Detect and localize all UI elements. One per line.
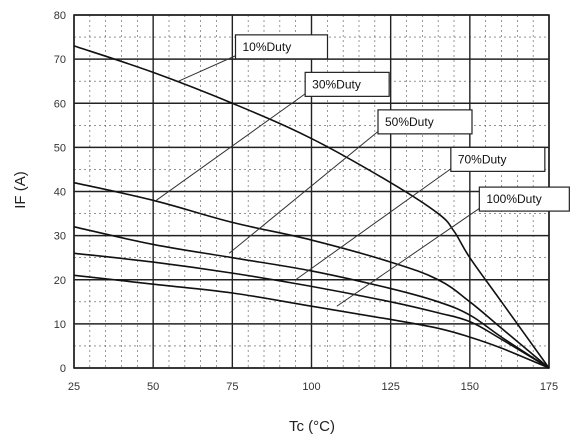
series-line-3	[73, 226, 550, 369]
y-axis-title: IF (A)	[12, 171, 29, 209]
callout-leader-line	[336, 206, 482, 307]
x-tick-label: 25	[68, 381, 80, 393]
legend-callouts: 10%Duty 30%Duty 50%Duty 70%Duty 100%Duty	[156, 34, 570, 307]
y-tick-label: 80	[54, 10, 66, 22]
callout-leader-line	[156, 91, 308, 201]
callout-leader-line	[228, 129, 381, 254]
callout-leader-line	[178, 54, 238, 82]
x-tick-label: 125	[381, 381, 399, 393]
tick-labels: 25 50 75 100 125 150 175 0 10 20 30 40 50 60 70 80	[54, 10, 558, 393]
x-tick-label: 75	[226, 381, 238, 393]
x-axis-title: Tc (°C)	[289, 418, 335, 435]
legend-label: 100%Duty	[486, 192, 541, 206]
callout-box	[377, 109, 473, 135]
x-tick-label: 150	[461, 381, 479, 393]
callout-box	[234, 34, 329, 60]
y-tick-label: 30	[54, 231, 66, 243]
y-tick-label: 70	[54, 54, 66, 66]
legend-label: 70%Duty	[458, 152, 507, 166]
y-tick-label: 10	[54, 319, 66, 331]
y-tick-label: 0	[60, 363, 66, 375]
y-tick-label: 50	[54, 142, 66, 154]
y-tick-label: 40	[54, 187, 66, 199]
legend-label: 50%Duty	[385, 115, 434, 129]
x-tick-label: 100	[302, 381, 320, 393]
series-line-5	[73, 274, 550, 369]
y-tick-label: 60	[54, 98, 66, 110]
callout-leader-line	[295, 166, 454, 281]
series-line-2	[73, 181, 550, 369]
series-lines	[73, 45, 550, 369]
legend-label: 30%Duty	[312, 77, 361, 91]
callout-box	[450, 146, 546, 172]
series-line-4	[73, 252, 550, 369]
callout-box	[304, 71, 390, 97]
callout-box	[478, 186, 570, 212]
legend-label: 10%Duty	[243, 40, 292, 54]
series-line-1	[73, 45, 550, 369]
y-tick-label: 20	[54, 275, 66, 287]
grid	[73, 14, 550, 369]
x-tick-label: 175	[540, 381, 558, 393]
x-tick-label: 50	[147, 381, 159, 393]
